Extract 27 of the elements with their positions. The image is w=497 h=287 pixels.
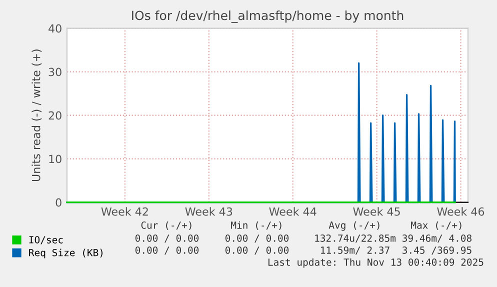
text: Max (-/+): [411, 221, 462, 230]
text: 132.74u/22.85m: [315, 234, 396, 243]
y-tick-label: 20: [48, 111, 62, 120]
y-tick-label: 10: [49, 154, 62, 164]
text: Avg (-/+): [328, 221, 380, 231]
text: Min (-/+): [231, 221, 282, 230]
legend-label: IO/sec: [29, 236, 63, 244]
text: 39.46m/ 4.08: [402, 234, 472, 243]
chart-title: IOs for /dev/rhel_almasftp/home - by month: [132, 10, 404, 23]
x-tick-label: Week 43: [185, 207, 232, 216]
x-tick-label: Week 42: [101, 207, 148, 216]
text: 0.00 / 0.00: [135, 234, 199, 243]
text: 0.00 / 0.00: [135, 246, 199, 255]
x-tick-label: Week 46: [437, 207, 484, 216]
y-tick-label: 0: [56, 198, 62, 207]
text: Last update: Thu Nov 13 00:40:09 2025: [268, 258, 484, 268]
y-tick-label: 30: [48, 68, 62, 76]
text: 3.45 /369.95: [402, 246, 472, 255]
text: 0.00 / 0.00: [225, 234, 289, 243]
y-axis-title: Units read (-) / write (+): [32, 50, 42, 182]
x-tick-label: Week 44: [269, 207, 316, 216]
y-tick-label: 40: [48, 24, 62, 33]
text: Cur (-/+): [141, 221, 192, 230]
legend-label: Req Size (KB): [29, 248, 102, 258]
text: 11.59m/ 2.37: [321, 246, 390, 255]
text: 0.00 / 0.00: [225, 246, 289, 255]
x-tick-label: Week 45: [353, 207, 400, 216]
